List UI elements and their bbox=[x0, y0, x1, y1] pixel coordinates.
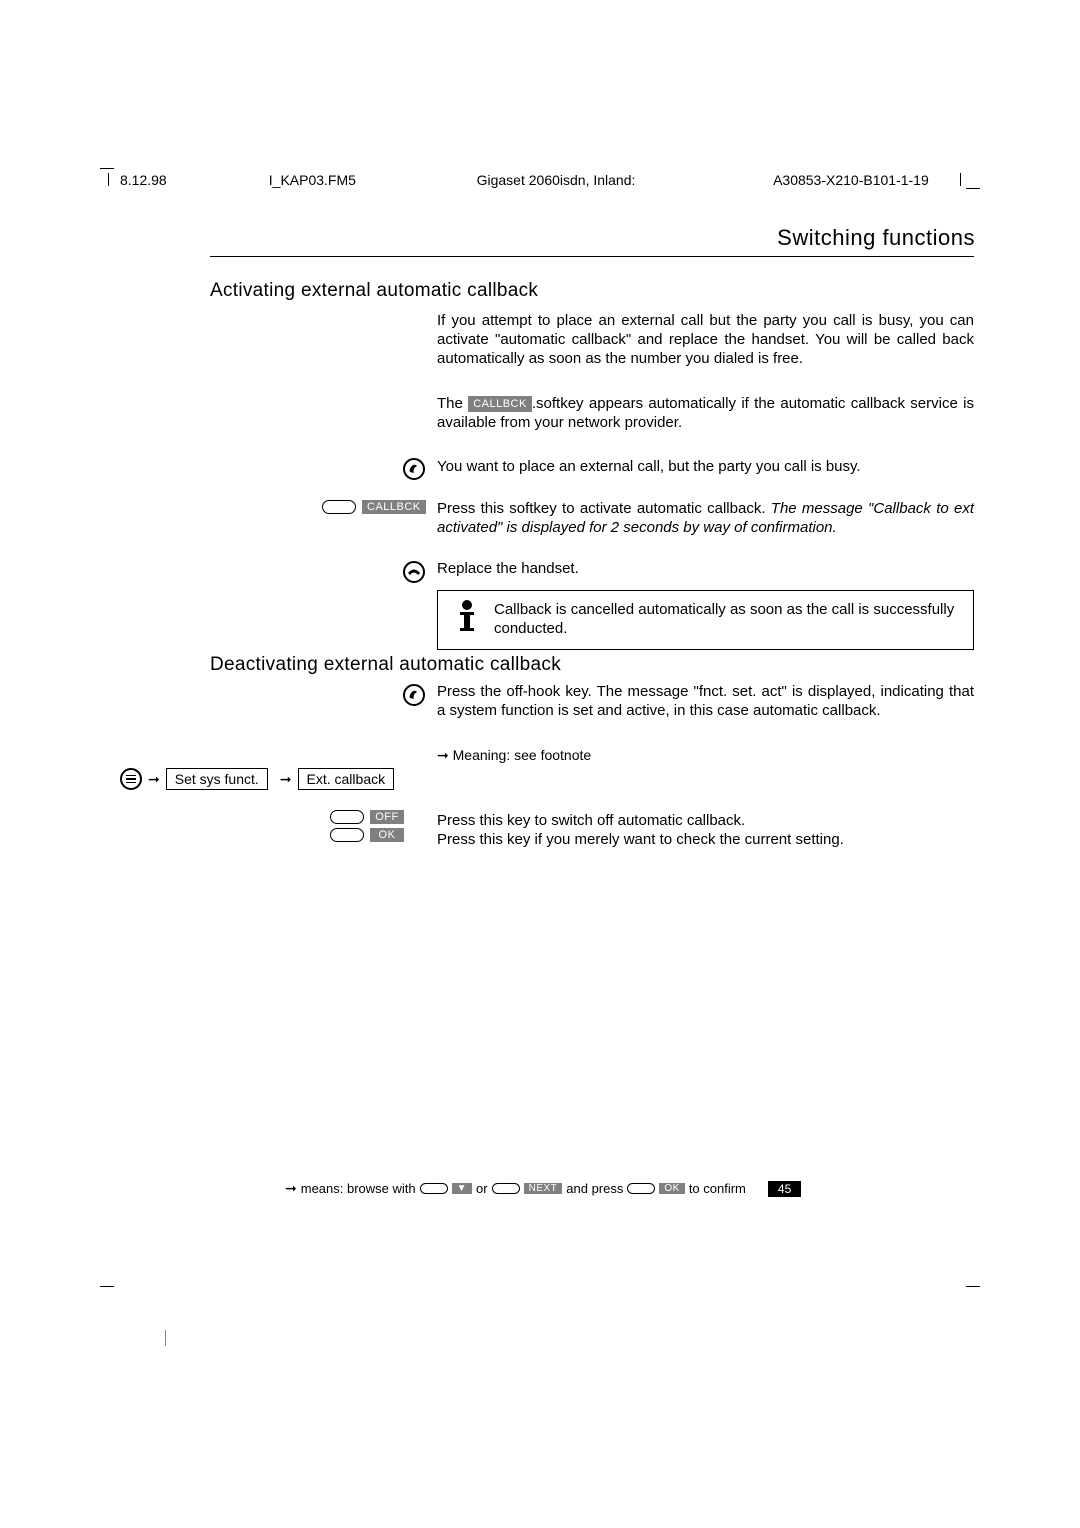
key-outline-icon bbox=[627, 1183, 655, 1194]
callbck-chip-inline: CALLBCK bbox=[468, 396, 532, 412]
para-ok: Press this key if you merely want to che… bbox=[437, 830, 974, 849]
page-number: 45 bbox=[768, 1181, 801, 1197]
onhook-icon bbox=[403, 561, 425, 583]
key-outline-icon bbox=[492, 1183, 520, 1194]
subhead-deactivate: Deactivating external automatic callback bbox=[210, 654, 561, 676]
info-text: Callback is cancelled automatically as s… bbox=[494, 601, 954, 637]
para-replace-handset: Replace the handset. bbox=[437, 559, 974, 578]
key-outline-icon bbox=[330, 810, 364, 824]
arrow-icon: ➞ bbox=[280, 771, 288, 788]
para-busy: You want to place an external call, but … bbox=[437, 457, 974, 476]
next-chip: NEXT bbox=[524, 1183, 563, 1194]
header-date: 8.12.98 bbox=[120, 172, 199, 188]
menu-item-1: Set sys funct. bbox=[166, 768, 268, 790]
ok-chip-footer: OK bbox=[659, 1183, 684, 1194]
crop-mark bbox=[100, 1286, 114, 1287]
info-box: Callback is cancelled automatically as s… bbox=[437, 590, 974, 650]
key-outline-icon bbox=[322, 500, 356, 514]
down-chip: ▼ bbox=[452, 1183, 472, 1194]
crop-mark bbox=[966, 1286, 980, 1287]
para-intro: If you attempt to place an external call… bbox=[437, 311, 974, 369]
crop-mark bbox=[108, 173, 109, 186]
footer-suffix1: and press bbox=[566, 1181, 623, 1196]
para-press-softkey: Press this softkey to activate automatic… bbox=[437, 499, 974, 537]
section-rule bbox=[210, 256, 974, 257]
footer-prefix: means: browse with bbox=[301, 1181, 416, 1196]
meaning-text: Meaning: see footnote bbox=[453, 747, 592, 763]
header-file: I_KAP03.FM5 bbox=[269, 172, 407, 188]
page-footer: ➞ means: browse with ▼ or NEXT and press… bbox=[285, 1180, 985, 1197]
footer-mid: or bbox=[476, 1181, 488, 1196]
ok-chip: OK bbox=[370, 828, 404, 842]
doc-header: 8.12.98 I_KAP03.FM5 Gigaset 2060isdn, In… bbox=[120, 172, 970, 188]
para4-a: Press this softkey to activate automatic… bbox=[437, 500, 771, 517]
menu-icon bbox=[120, 768, 142, 790]
key-outline-icon bbox=[420, 1183, 448, 1194]
header-product: Gigaset 2060isdn, Inland: bbox=[477, 172, 703, 188]
para-off: Press this key to switch off automatic c… bbox=[437, 811, 974, 830]
meaning-footnote: ➞ Meaning: see footnote bbox=[437, 747, 974, 765]
arrow-icon: ➞ bbox=[285, 1180, 293, 1197]
off-ok-block: OFF OK bbox=[330, 810, 404, 846]
arrow-icon: ➞ bbox=[148, 771, 156, 788]
callbck-chip: CALLBCK bbox=[362, 500, 426, 514]
crop-mark bbox=[165, 1330, 166, 1346]
para-offhook: Press the off-hook key. The message "fnc… bbox=[437, 682, 974, 720]
info-person-icon bbox=[452, 599, 482, 633]
footer-suffix2: to confirm bbox=[689, 1181, 746, 1196]
para-softkey-appears: The CALLBCK.softkey appears automaticall… bbox=[437, 394, 974, 432]
key-outline-icon bbox=[330, 828, 364, 842]
menu-item-2: Ext. callback bbox=[298, 768, 395, 790]
arrow-icon: ➞ bbox=[437, 747, 445, 765]
off-chip: OFF bbox=[370, 810, 404, 824]
offhook-icon-2 bbox=[403, 684, 425, 706]
menu-path: ➞ Set sys funct. ➞ Ext. callback bbox=[120, 768, 394, 790]
crop-mark bbox=[966, 188, 980, 189]
section-title: Switching functions bbox=[777, 225, 975, 251]
crop-mark bbox=[100, 168, 114, 169]
callbck-softkey-anno: CALLBCK bbox=[322, 500, 426, 514]
header-docnum: A30853-X210-B101-1-19 bbox=[773, 172, 970, 188]
subhead-activate: Activating external automatic callback bbox=[210, 280, 538, 302]
para2-a: The bbox=[437, 395, 468, 412]
offhook-icon-1 bbox=[403, 458, 425, 480]
